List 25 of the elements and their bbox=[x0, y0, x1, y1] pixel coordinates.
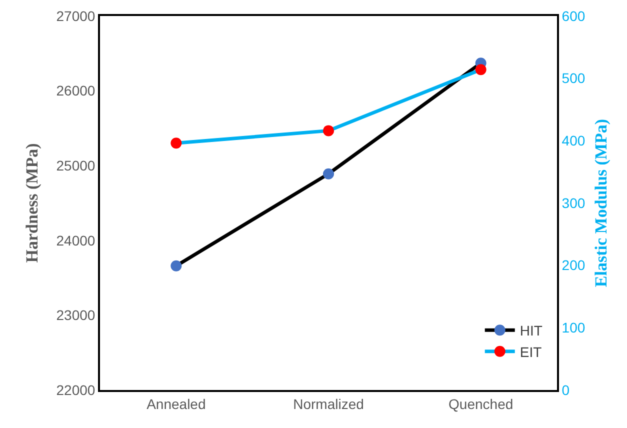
x-tick-label: Quenched bbox=[448, 396, 514, 412]
y2-axis-title: Elastic Modulus (MPa) bbox=[591, 118, 610, 288]
y-tick-label: 24000 bbox=[56, 232, 96, 248]
y2-tick-label: 0 bbox=[562, 382, 570, 398]
legend-label: EIT bbox=[520, 344, 542, 360]
y-tick-label: 26000 bbox=[56, 82, 96, 99]
y2-tick-label: 500 bbox=[562, 70, 586, 86]
y-tick-label: 25000 bbox=[56, 158, 96, 174]
y-axis-title: Hardness (MPa) bbox=[22, 143, 42, 263]
y2-tick-label: 400 bbox=[562, 132, 586, 149]
legend-label: HIT bbox=[520, 322, 543, 339]
x-tick-label: Normalized bbox=[293, 396, 364, 412]
point bbox=[170, 260, 182, 272]
point bbox=[323, 168, 334, 180]
y-tick-label: 27000 bbox=[56, 8, 96, 24]
y2-tick-label: 600 bbox=[562, 8, 586, 24]
x-tick-label: Annealed bbox=[146, 396, 206, 412]
y-tick-label: 22000 bbox=[56, 382, 96, 398]
point bbox=[170, 138, 182, 149]
y2-tick-label: 100 bbox=[562, 320, 586, 336]
point bbox=[323, 125, 334, 136]
y-tick-label: 23000 bbox=[56, 307, 96, 324]
point bbox=[475, 64, 486, 76]
y2-tick-label: 300 bbox=[562, 194, 586, 211]
y2-tick-label: 200 bbox=[562, 257, 586, 274]
